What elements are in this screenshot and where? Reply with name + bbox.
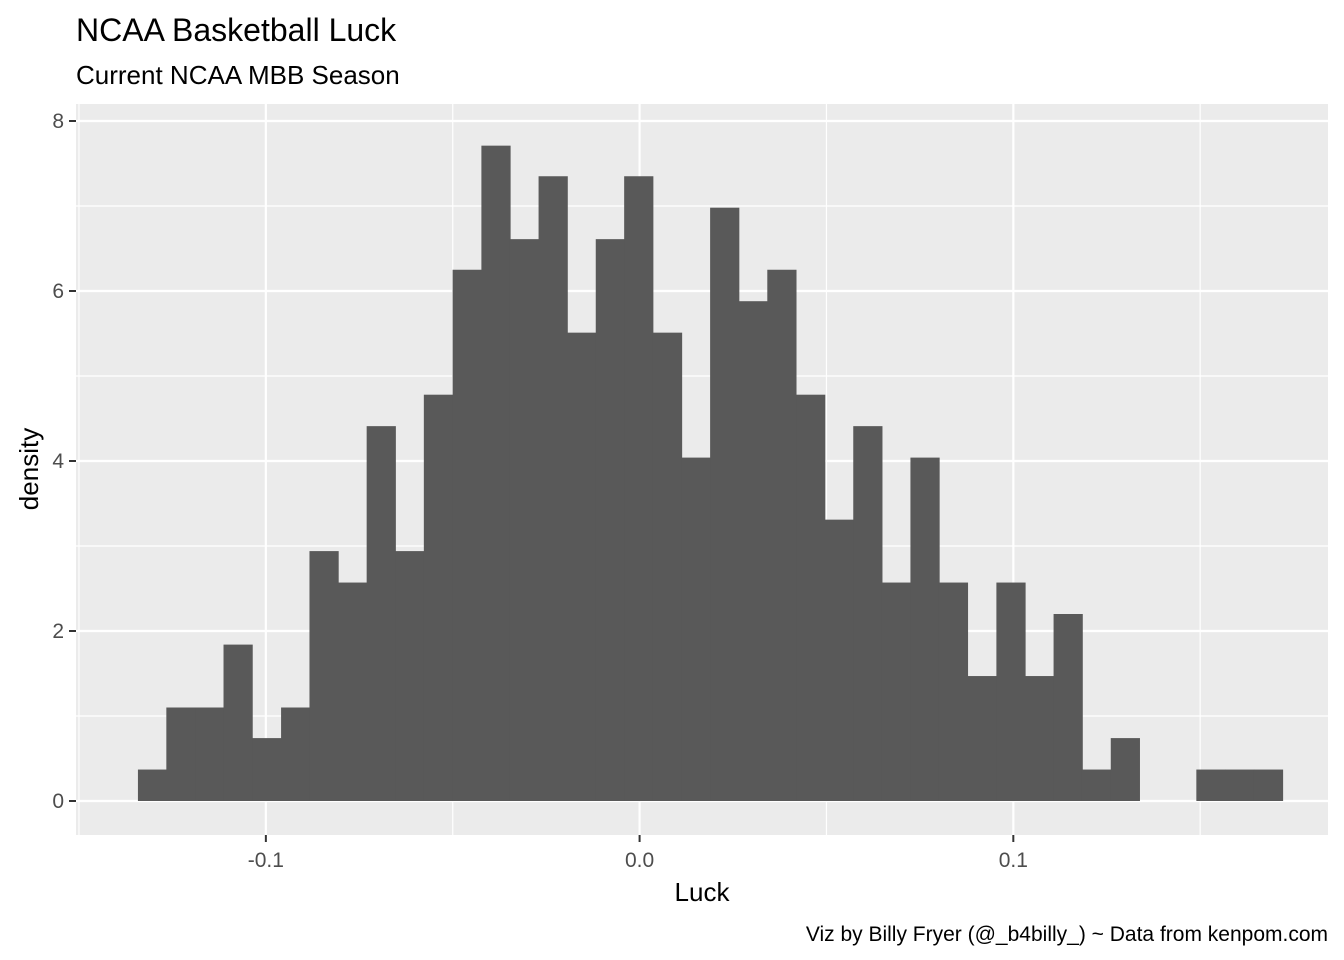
histogram-bar-19 (681, 457, 711, 801)
histogram-bar-25 (853, 426, 883, 801)
y-tick-label-2: 4 (52, 450, 64, 473)
histogram-bar-26 (881, 582, 911, 801)
histogram-bar-12 (481, 145, 511, 801)
x-tick-label-1: 0.0 (625, 849, 654, 872)
histogram-bar-13 (509, 239, 540, 801)
histogram-bar-9 (395, 551, 425, 801)
histogram-bar-20 (710, 207, 740, 801)
y-axis: 0 2 4 6 8 (52, 110, 76, 813)
histogram-bar-1 (166, 707, 196, 801)
histogram-bar-2 (195, 707, 225, 801)
y-tick-label-3: 6 (52, 280, 64, 303)
histogram-bar-7 (338, 582, 368, 801)
histogram-bar-28 (938, 582, 969, 801)
x-axis-title: Luck (675, 877, 731, 907)
histogram-bar-5 (281, 707, 311, 801)
chart-title: NCAA Basketball Luck (76, 12, 397, 48)
y-tick-label-0: 0 (52, 790, 64, 813)
x-tick-label-0: -0.1 (248, 849, 284, 872)
histogram-bar-15 (566, 332, 597, 801)
histogram-bar-27 (910, 457, 940, 801)
x-tick-label-2: 0.1 (999, 849, 1028, 872)
histogram-bar-34 (1110, 738, 1140, 801)
histogram-bar-10 (423, 394, 454, 801)
histogram-bar-11 (452, 269, 482, 801)
histogram-bar-18 (652, 332, 683, 801)
histogram-bar-3 (223, 644, 253, 801)
y-axis-title: density (14, 428, 44, 510)
histogram-bar-4 (252, 738, 282, 801)
y-tick-label-1: 2 (52, 620, 64, 643)
chart-subtitle: Current NCAA MBB Season (76, 60, 400, 90)
histogram-bar-14 (538, 176, 568, 801)
histogram-bar-17 (624, 176, 654, 801)
y-tick-label-4: 8 (52, 110, 64, 133)
histogram-bar-16 (595, 239, 625, 801)
histogram-bar-33 (1081, 769, 1112, 801)
histogram-bar-39 (1253, 769, 1284, 801)
histogram-bar-30 (996, 582, 1026, 801)
histogram-bar-37 (1196, 769, 1226, 801)
histogram-bar-31 (1024, 676, 1055, 801)
histogram-bar-6 (309, 551, 339, 801)
chart-caption: Viz by Billy Fryer (@_b4billy_) ~ Data f… (806, 923, 1328, 946)
histogram-bars (137, 145, 1284, 801)
histogram-bar-0 (137, 769, 168, 801)
histogram-bar-32 (1053, 614, 1083, 801)
histogram-bar-21 (738, 301, 769, 801)
histogram-bar-38 (1225, 769, 1255, 801)
histogram-bar-8 (366, 426, 396, 801)
histogram-bar-22 (767, 269, 797, 801)
x-axis: -0.1 0.0 0.1 (248, 835, 1028, 872)
histogram-bar-29 (967, 676, 997, 801)
histogram-bar-23 (796, 394, 826, 801)
histogram-bar-24 (824, 519, 854, 801)
